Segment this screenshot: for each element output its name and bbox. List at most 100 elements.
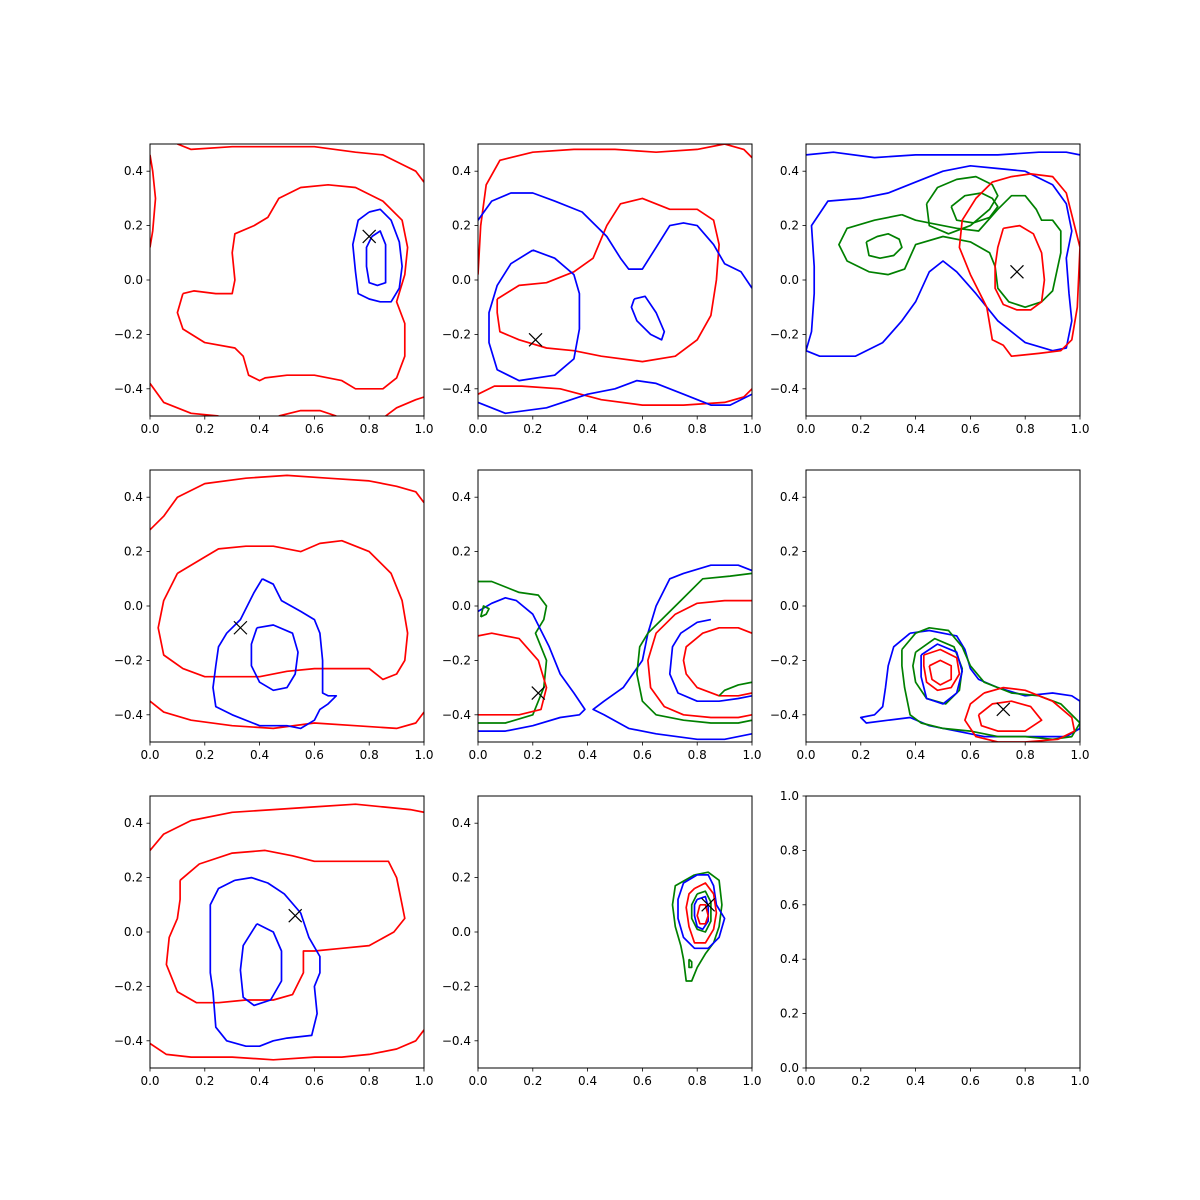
x-tick-label: 1.0 (414, 422, 433, 436)
y-tick-label: −0.2 (114, 979, 143, 993)
y-tick-label: −0.4 (442, 708, 471, 722)
y-tick-label: −0.2 (442, 979, 471, 993)
x-marker (528, 332, 543, 347)
contour-line-red (922, 648, 961, 692)
y-tick-label: −0.2 (442, 327, 471, 341)
x-tick-label: 0.4 (906, 1074, 925, 1088)
y-tick-label: 0.0 (452, 273, 471, 287)
subplot-7: 0.0 0.2 0.4 0.6 0.8 1.0 −0.4 −0.2 0.0 0.2 0.4 (114, 795, 434, 1088)
y-tick-label: 0.4 (780, 490, 799, 504)
x-marker (233, 620, 248, 635)
subplot-8: 0.0 0.2 0.4 0.6 0.8 1.0 −0.4 −0.2 0.0 0.2 0.4 (442, 795, 762, 1088)
axes-frame (149, 795, 425, 1069)
x-tick-label: 0.2 (851, 1074, 870, 1088)
axes-frame (477, 795, 753, 1069)
y-tick-label: 0.4 (780, 952, 799, 966)
contour-line-red (385, 396, 424, 416)
y-tick-label: 0.0 (124, 925, 143, 939)
x-tick-label: 0.0 (796, 1074, 815, 1088)
contour-line-red (177, 144, 424, 183)
contour-line-red (478, 385, 752, 406)
contour-line-blue (806, 164, 1073, 358)
y-tick-label: 0.4 (124, 490, 143, 504)
x-tick-label: 1.0 (742, 1074, 761, 1088)
axes-frame (805, 469, 1081, 743)
contour-group (478, 144, 752, 415)
y-tick-label: 0.4 (124, 816, 143, 830)
x-tick-label: 0.8 (360, 748, 379, 762)
x-tick-label: 0.8 (1016, 422, 1035, 436)
contour-line-red (682, 626, 752, 697)
y-tick-label: 0.2 (452, 219, 471, 233)
y-tick-label: 0.2 (780, 1007, 799, 1021)
subplot-5: 0.0 0.2 0.4 0.6 0.8 1.0 −0.4 −0.2 0.0 0.2 0.4 (442, 469, 762, 762)
axes-frame (477, 143, 753, 417)
contour-group (150, 144, 424, 416)
y-tick-label: 0.2 (780, 219, 799, 233)
x-tick-label: 0.0 (468, 748, 487, 762)
x-tick-label: 0.0 (140, 1074, 159, 1088)
contour-group (806, 151, 1080, 358)
y-tick-label: 0.0 (124, 599, 143, 613)
y-tick-label: 0.0 (780, 273, 799, 287)
x-tick-label: 0.6 (961, 748, 980, 762)
y-tick-label: −0.2 (770, 653, 799, 667)
x-tick-label: 0.8 (360, 1074, 379, 1088)
x-tick-label: 0.2 (523, 1074, 542, 1088)
y-tick-label: −0.4 (770, 382, 799, 396)
contour-line-red (278, 409, 337, 416)
contour-line-blue (677, 874, 726, 950)
axes-frame (805, 795, 1081, 1069)
y-tick-label: −0.2 (114, 653, 143, 667)
x-marker (701, 897, 716, 912)
x-tick-label: 0.8 (1016, 1074, 1035, 1088)
x-tick-label: 0.6 (961, 1074, 980, 1088)
contour-line-blue (693, 895, 710, 931)
contour-group (859, 626, 1080, 742)
subplot-2: 0.0 0.2 0.4 0.6 0.8 1.0 −0.4 −0.2 0.0 0.2 0.4 (442, 143, 762, 436)
contour-line-blue (592, 564, 752, 741)
contour-line-blue (351, 208, 403, 303)
x-tick-label: 0.0 (140, 422, 159, 436)
x-tick-label: 0.2 (523, 422, 542, 436)
y-tick-label: −0.2 (442, 653, 471, 667)
x-tick-label: 1.0 (1070, 1074, 1089, 1088)
x-tick-label: 0.2 (851, 422, 870, 436)
contour-line-red (157, 539, 409, 681)
x-tick-label: 0.2 (195, 748, 214, 762)
contour-line-blue (478, 192, 752, 289)
contour-line-red (150, 382, 219, 416)
x-tick-label: 1.0 (414, 748, 433, 762)
y-tick-label: 1.0 (780, 789, 799, 803)
contour-line-red (176, 183, 409, 390)
x-tick-label: 0.4 (578, 748, 597, 762)
x-tick-label: 1.0 (742, 748, 761, 762)
contour-line-blue (478, 379, 752, 415)
contour-line-green (865, 232, 903, 260)
y-tick-label: 0.2 (124, 871, 143, 885)
y-tick-label: 0.2 (452, 871, 471, 885)
y-tick-label: 0.2 (124, 219, 143, 233)
y-tick-label: −0.4 (114, 1034, 143, 1048)
contour-line-green (688, 958, 693, 969)
x-tick-label: 0.0 (468, 422, 487, 436)
x-tick-label: 0.2 (851, 748, 870, 762)
x-tick-label: 1.0 (1070, 748, 1089, 762)
contour-line-red (994, 224, 1046, 311)
y-tick-label: 0.0 (780, 1061, 799, 1075)
x-tick-label: 0.8 (688, 1074, 707, 1088)
x-tick-label: 0.6 (305, 422, 324, 436)
x-tick-label: 0.4 (250, 748, 269, 762)
x-marker (996, 702, 1011, 717)
contour-line-red (647, 599, 752, 719)
contour-line-green (901, 626, 1080, 741)
contour-line-blue (806, 151, 1080, 159)
contour-line-red (696, 903, 710, 925)
y-tick-label: −0.2 (770, 327, 799, 341)
contour-line-red (150, 1029, 424, 1061)
subplot-3: 0.0 0.2 0.4 0.6 0.8 1.0 −0.4 −0.2 0.0 0.2 0.4 (770, 143, 1090, 436)
contour-line-red (977, 700, 1043, 732)
x-marker (288, 908, 303, 923)
x-tick-label: 0.6 (633, 422, 652, 436)
